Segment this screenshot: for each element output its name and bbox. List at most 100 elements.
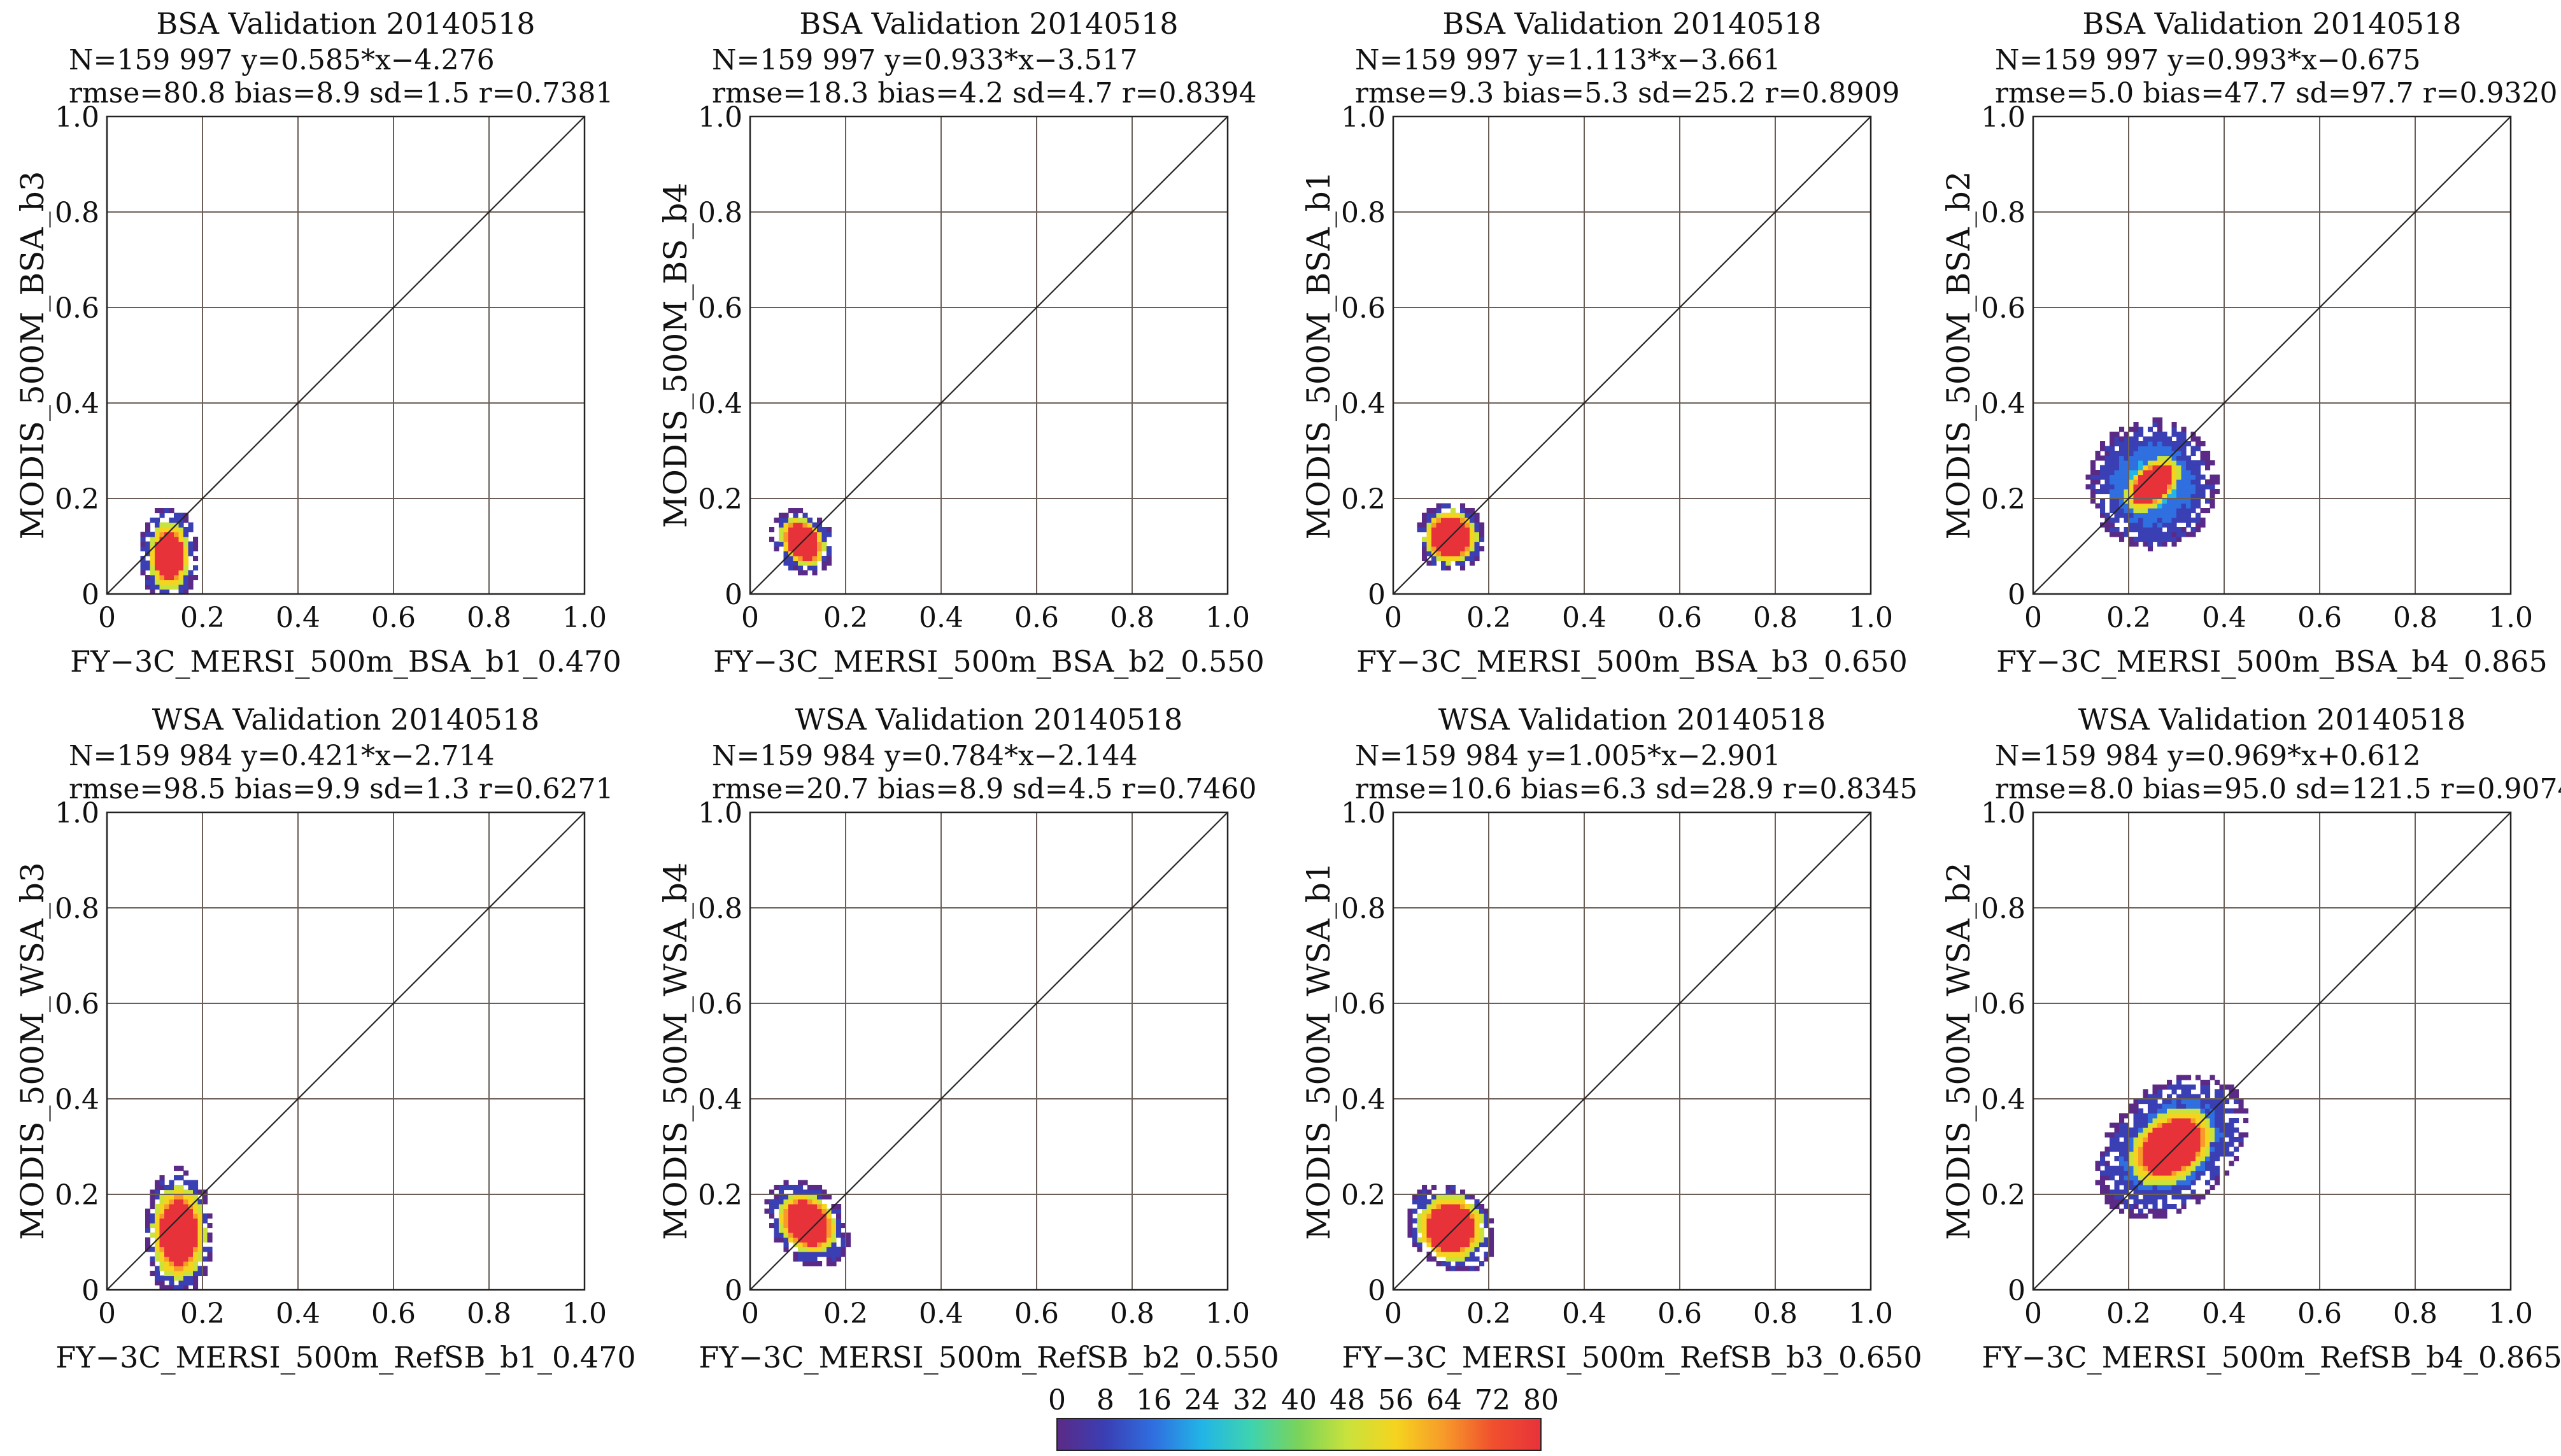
density-cell [155,551,160,556]
density-cell [793,541,798,547]
density-cell [2090,470,2096,476]
density-cell [2181,1132,2187,1138]
density-cell [2176,455,2182,461]
error-statistics: rmse=80.8 bias=8.9 sd=1.5 r=0.7381 [69,77,614,110]
density-cell [788,1223,794,1229]
density-cell [164,1275,170,1281]
density-cell [802,1180,808,1185]
density-cell [174,560,180,566]
density-cell [2171,1194,2177,1200]
density-cell [1445,560,1451,566]
plot-frame [106,811,586,1291]
density-cell [2196,1194,2201,1200]
density-cell [2148,498,2153,504]
density-cell [2138,522,2144,528]
colorbar-tick-label: 72 [1475,1384,1510,1417]
density-cell [2162,503,2167,509]
density-cell [2152,1099,2158,1105]
density-cell [2162,489,2167,495]
density-cell [841,1223,846,1229]
colorbar-tick-label: 56 [1378,1384,1414,1417]
density-cell [2162,1194,2167,1200]
density-cell [2210,474,2215,480]
density-cell [2119,479,2125,485]
y-tick-label: 0 [2008,1275,2025,1307]
density-cell [2181,474,2187,480]
colorbar-tick-label: 32 [1233,1384,1268,1417]
density-cell [193,1194,199,1200]
density-cell [831,1237,837,1243]
density-cell [2215,1099,2220,1105]
density-cell [821,1189,827,1195]
density-cell [2110,1189,2115,1195]
density-cell [164,541,170,547]
density-cell [807,1194,813,1200]
density-cell [1479,546,1485,552]
density-cell [2138,427,2144,432]
density-cell [159,1199,165,1205]
density-cell [197,1208,203,1214]
density-cell [2181,1156,2187,1162]
density-cell [2162,1127,2167,1133]
density-cell [2210,1122,2215,1128]
density-cell [164,560,170,566]
density-cell [193,1247,199,1252]
density-cell [140,560,146,566]
density-cell [183,527,189,533]
density-cell [2143,1147,2148,1152]
density-cell [2100,503,2106,509]
density-cell [2171,1166,2177,1171]
density-cell [2129,1204,2134,1210]
density-cell [2162,1180,2167,1185]
density-cell [2119,1113,2125,1119]
density-cell [1460,1252,1466,1257]
density-cell [183,1199,189,1205]
density-cell [798,1227,804,1233]
density-cell [2143,541,2148,547]
density-cell [2110,522,2115,528]
density-cell [1455,546,1461,552]
density-cell [2171,532,2177,537]
density-cell [1441,503,1447,509]
density-cell [1441,1223,1447,1229]
density-cell [793,527,798,533]
density-cell [2215,1180,2220,1185]
density-cell [788,518,794,523]
density-cell [2171,1180,2177,1185]
density-cell [178,1275,184,1281]
density-cell [1412,1227,1418,1233]
density-cell [174,1199,180,1205]
density-cell [2238,1103,2244,1109]
density-cell [2176,474,2182,480]
density-cell [164,551,170,556]
density-cell [1470,1194,1475,1200]
density-cell [2133,465,2139,470]
density-cell [1474,1199,1480,1205]
density-cell [2167,512,2173,518]
density-cell [188,1213,194,1219]
density-cell [826,546,832,552]
density-cell [159,556,165,562]
density-cell [812,560,818,566]
density-cell [1474,556,1480,562]
density-cell [2114,455,2120,461]
density-cell [2152,1194,2158,1200]
density-cell [1460,532,1466,537]
density-cell [1465,1218,1470,1224]
density-cell [2143,1141,2148,1147]
density-cell [1451,551,1456,556]
density-cell [1474,546,1480,552]
panel-title: BSA Validation 20140518 [799,6,1178,41]
density-cell [202,1218,208,1224]
density-cell [2243,1132,2249,1138]
density-cell [145,1242,151,1248]
density-cell [2138,1156,2144,1162]
density-cell [1451,1194,1456,1200]
density-cell [150,560,155,566]
density-cell [2176,436,2182,442]
density-cell [1436,1227,1442,1233]
one-to-one-line [106,116,585,595]
density-cell [2100,508,2106,514]
density-cell [2143,470,2148,476]
density-cell [1451,541,1456,547]
